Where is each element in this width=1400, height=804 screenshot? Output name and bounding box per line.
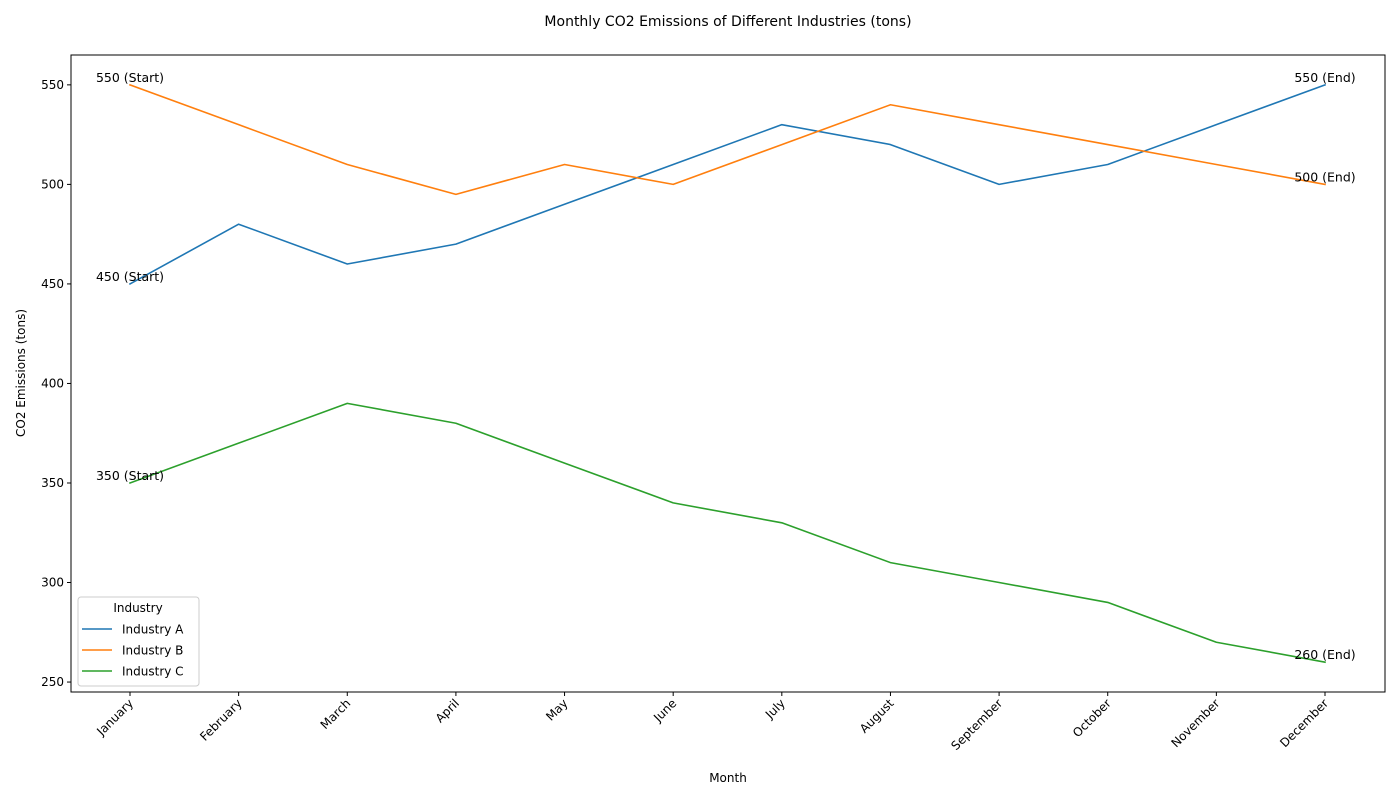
end-annotation-1: 550 (End) — [1294, 70, 1355, 85]
y-tick-label: 350 — [41, 476, 64, 490]
chart-title: Monthly CO2 Emissions of Different Indus… — [544, 14, 911, 30]
start-annotation-1: 450 (Start) — [96, 269, 164, 284]
series-line-2 — [128, 83, 1326, 196]
y-tick-label: 300 — [41, 576, 64, 590]
legend-title: Industry — [113, 601, 162, 615]
y-axis-label: CO2 Emissions (tons) — [14, 309, 28, 437]
end-annotation-2: 500 (End) — [1294, 169, 1355, 184]
start-annotation-3: 350 (Start) — [96, 468, 164, 483]
y-tick-label: 500 — [41, 177, 64, 191]
y-tick-label: 250 — [41, 675, 64, 689]
legend-box — [77, 596, 200, 687]
legend-entry-3: Industry C — [122, 665, 184, 679]
plot-frame — [70, 54, 1386, 693]
start-annotation-2: 550 (Start) — [96, 70, 164, 85]
series-line-3 — [128, 402, 1326, 664]
legend-entry-1: Industry A — [122, 623, 184, 637]
y-tick-label: 400 — [41, 376, 64, 390]
x-axis-label: Month — [709, 771, 747, 785]
series-line-1 — [128, 83, 1327, 286]
y-tick-label: 550 — [41, 78, 64, 92]
legend: Industry Industry A Industry B Industry C — [77, 596, 200, 687]
end-annotation-3: 260 (End) — [1294, 647, 1355, 662]
legend-entry-2: Industry B — [122, 644, 183, 658]
y-tick-label: 450 — [41, 277, 64, 291]
